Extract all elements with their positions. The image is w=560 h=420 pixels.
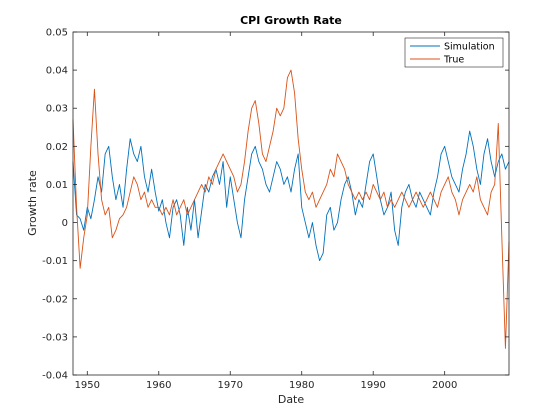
- y-tick-label: 0.05: [46, 28, 68, 39]
- y-axis-label: Growth rate: [26, 170, 39, 236]
- y-tick-label: 0.02: [46, 142, 68, 153]
- y-tick-label: -0.01: [42, 256, 68, 267]
- axes-layer: [72, 31, 510, 376]
- x-tick-label: 2000: [432, 380, 457, 391]
- y-tick-label: -0.02: [42, 294, 68, 305]
- y-tick-label: 0.01: [46, 180, 68, 191]
- y-tick-label: 0.04: [46, 66, 68, 77]
- legend-label-simulation: Simulation: [444, 42, 495, 53]
- y-axis-ticks: -0.04 -0.03 -0.02 -0.01 0 0.01 0.02 0.03 0.04 0.0…: [42, 28, 509, 382]
- y-tick-label: -0.03: [42, 332, 68, 343]
- legend-label-true: True: [443, 55, 464, 66]
- x-axis-label: Date: [278, 393, 305, 406]
- legend-box: [404, 37, 504, 68]
- x-tick-label: 1990: [360, 380, 385, 391]
- series-layer: [72, 69, 510, 349]
- x-tick-label: 1980: [289, 380, 314, 391]
- y-tick-label: 0.03: [46, 104, 68, 115]
- series-line-true: [72, 69, 510, 349]
- y-tick-label: 0: [62, 218, 68, 229]
- x-tick-label: 1970: [218, 380, 243, 391]
- y-tick-label: -0.04: [42, 371, 68, 382]
- x-axis-ticks: 1950 1960 1970 1980 1990 2000: [75, 32, 457, 391]
- x-tick-label: 1950: [75, 380, 100, 391]
- series-line-simulation: [72, 130, 510, 262]
- plot-frame: [72, 31, 510, 376]
- x-tick-label: 1960: [146, 380, 171, 391]
- legend: Simulation True: [404, 37, 504, 68]
- plot-area: [73, 32, 509, 375]
- chart-title: CPI Growth Rate: [240, 14, 342, 27]
